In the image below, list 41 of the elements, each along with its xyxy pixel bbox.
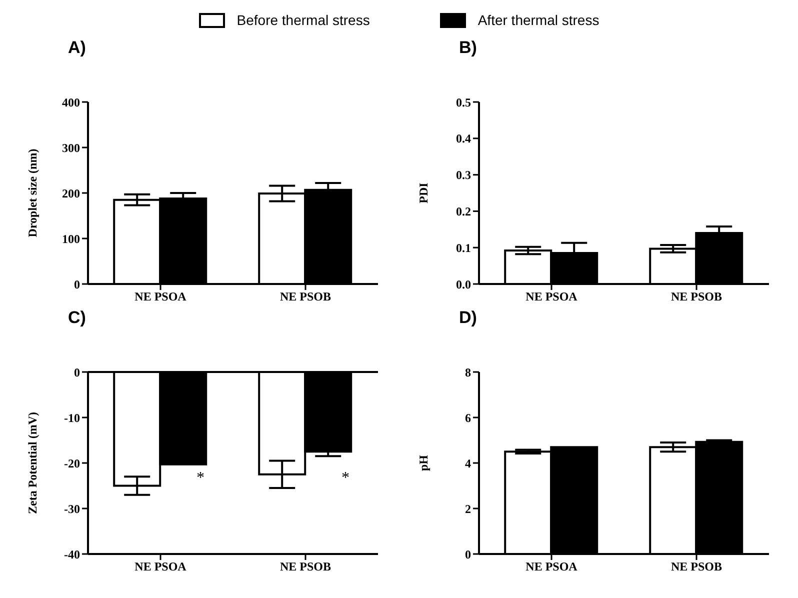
y-tick-label: 400 xyxy=(62,95,80,110)
legend-label: After thermal stress xyxy=(478,12,600,28)
y-axis-title: Zeta Potential (mV) xyxy=(25,412,40,514)
x-tick-label: NE PSOB xyxy=(670,560,722,574)
y-tick-label: 200 xyxy=(62,186,80,200)
y-tick-label: 100 xyxy=(62,232,80,246)
y-tick-label: 4 xyxy=(465,456,471,470)
chart-title: C) xyxy=(68,308,86,328)
x-tick-label: NE PSOA xyxy=(526,560,578,574)
chart-title: D) xyxy=(459,308,477,328)
chart-title: A) xyxy=(68,38,86,58)
x-tick-label: NE PSOB xyxy=(280,560,332,574)
x-tick-label: NE PSOA xyxy=(134,560,187,574)
y-tick-label: 0 xyxy=(74,277,80,292)
y-axis-title: PDI xyxy=(416,182,430,204)
chart-title: B) xyxy=(459,38,477,58)
x-tick-label: NE PSOB xyxy=(280,290,332,304)
y-tick-label: 8 xyxy=(465,365,471,380)
x-tick-label: NE PSOA xyxy=(526,290,578,304)
y-tick-label: 0.0 xyxy=(456,277,471,292)
y-tick-label: 0.1 xyxy=(456,240,471,255)
y-tick-label: 0.4 xyxy=(456,132,471,146)
y-tick-label: 0 xyxy=(74,365,80,380)
y-axis-title: pH xyxy=(416,454,430,472)
annotation: * xyxy=(196,469,204,486)
y-tick-label: 0.5 xyxy=(456,95,471,110)
x-tick-label: NE PSOB xyxy=(670,290,722,304)
y-tick-label: 0.2 xyxy=(456,204,471,218)
y-tick-label: -20 xyxy=(64,456,80,470)
y-tick-label: 6 xyxy=(465,410,471,425)
y-tick-label: 0.3 xyxy=(456,168,471,182)
y-tick-label: -40 xyxy=(64,547,80,562)
y-tick-label: 2 xyxy=(465,502,471,516)
legend-label: Before thermal stress xyxy=(236,12,370,28)
y-axis-title: Droplet size (nm) xyxy=(25,148,40,238)
y-tick-label: 0 xyxy=(465,547,471,562)
y-tick-label: 300 xyxy=(62,140,80,155)
y-tick-label: -30 xyxy=(64,502,80,516)
y-tick-label: -10 xyxy=(64,410,80,425)
x-tick-label: NE PSOA xyxy=(134,290,187,304)
annotation: * xyxy=(342,469,350,486)
